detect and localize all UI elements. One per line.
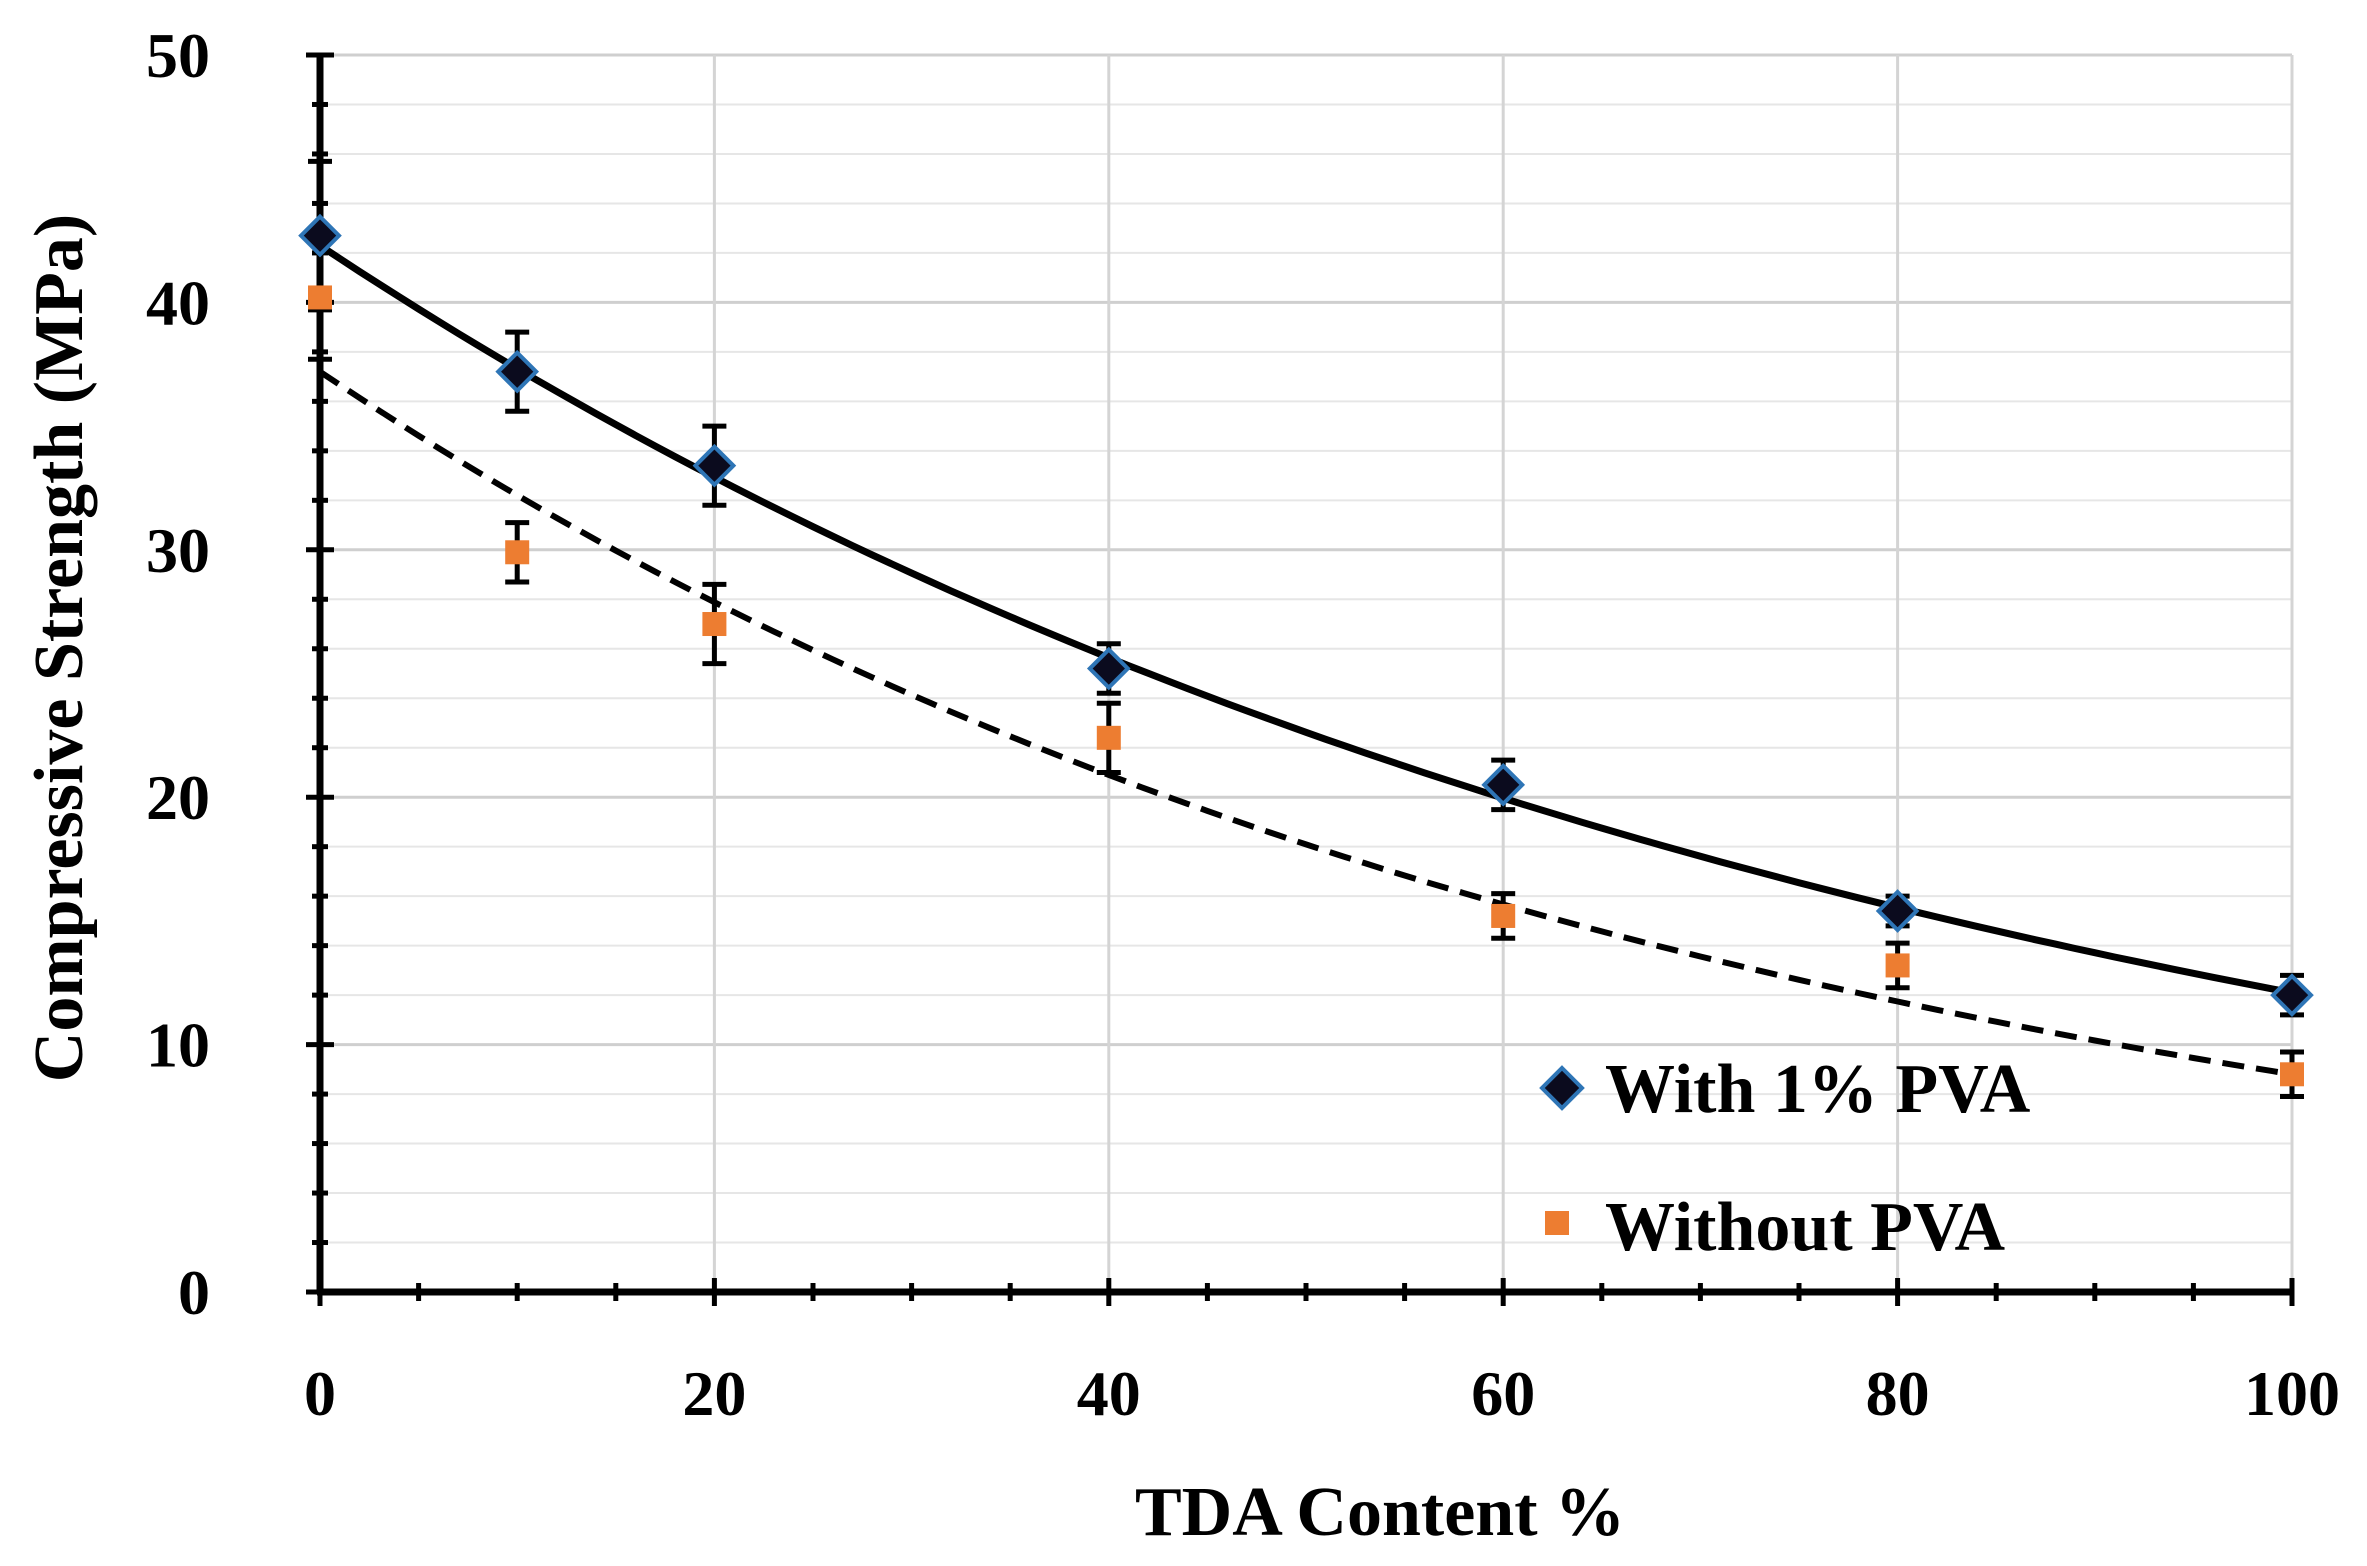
x-axis-title: TDA Content % bbox=[1135, 1474, 1625, 1551]
data-point-without-pva bbox=[2280, 1062, 2304, 1087]
legend-label-with-pva: With 1% PVA bbox=[1605, 1051, 2031, 1128]
y-tick-label: 50 bbox=[146, 20, 210, 91]
trendline-series-1 bbox=[318, 369, 2293, 1078]
y-tick-label: 20 bbox=[146, 762, 210, 833]
data-point-with-pva bbox=[2270, 973, 2314, 1017]
data-point-without-pva bbox=[1096, 725, 1121, 750]
legend-diamond-marker bbox=[1539, 1065, 1585, 1111]
data-point-without-pva bbox=[505, 540, 530, 565]
trendline-layer bbox=[318, 242, 2293, 1078]
x-tick-label: 60 bbox=[1471, 1358, 1535, 1429]
trendline-series-0 bbox=[318, 242, 2293, 997]
y-tick-label: 30 bbox=[146, 515, 210, 586]
legend-square-marker bbox=[1545, 1211, 1569, 1235]
data-point-with-pva bbox=[1875, 889, 1920, 933]
x-tick-label: 40 bbox=[1077, 1358, 1141, 1429]
data-point-without-pva bbox=[308, 285, 332, 310]
data-point-without-pva bbox=[1885, 953, 1910, 978]
data-point-with-pva bbox=[298, 213, 342, 258]
x-tick-label: 80 bbox=[1866, 1358, 1930, 1429]
data-point-with-pva bbox=[692, 443, 737, 488]
legend-label-without-pva: Without PVA bbox=[1605, 1189, 2005, 1266]
y-axis-title: Compressive Strength (MPa) bbox=[21, 214, 98, 1082]
x-tick-label: 20 bbox=[682, 1358, 746, 1429]
x-tick-label: 100 bbox=[2244, 1358, 2340, 1429]
x-tick-label: 0 bbox=[304, 1358, 336, 1429]
data-point-with-pva bbox=[1086, 646, 1131, 691]
data-point-with-pva bbox=[1481, 763, 1526, 807]
legend: With 1% PVA Without PVA bbox=[1539, 1051, 2031, 1266]
legend-item-without-pva: Without PVA bbox=[1545, 1189, 2005, 1266]
data-point-layer bbox=[298, 213, 2314, 1087]
y-tick-label: 40 bbox=[146, 267, 210, 338]
grid-layer bbox=[318, 53, 2294, 1294]
data-point-without-pva bbox=[1491, 903, 1516, 928]
tick-label-layer: 0 10 20 30 40 50 0 20 40 60 80 100 bbox=[146, 20, 2340, 1429]
data-point-without-pva bbox=[702, 612, 727, 637]
legend-item-with-pva: With 1% PVA bbox=[1539, 1051, 2031, 1128]
y-tick-label: 0 bbox=[178, 1257, 210, 1328]
y-tick-label: 10 bbox=[146, 1010, 210, 1081]
data-point-with-pva bbox=[495, 349, 540, 394]
